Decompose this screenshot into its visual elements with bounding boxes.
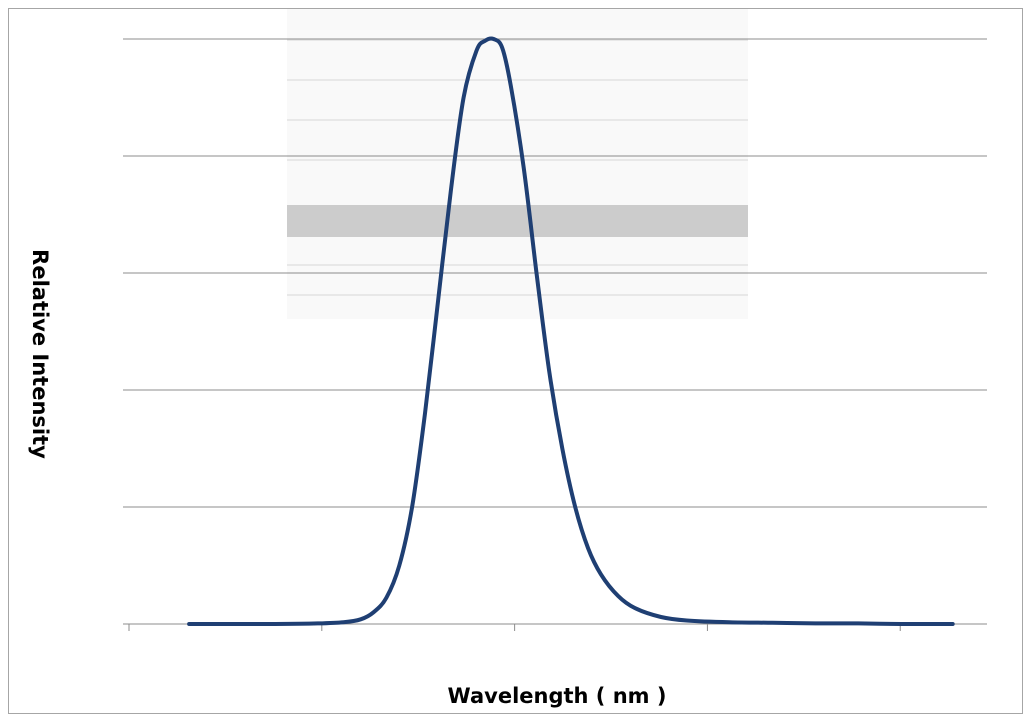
y-axis-title: Relative Intensity bbox=[28, 249, 52, 459]
gridlines bbox=[123, 38, 987, 508]
series-layer bbox=[187, 36, 955, 626]
chart-frame: Relative Intensity Wavelength ( nm ) bbox=[8, 8, 1023, 714]
x-axis-title: Wavelength ( nm ) bbox=[448, 684, 667, 708]
watermark-overlay bbox=[287, 9, 748, 319]
line-chart: Relative Intensity Wavelength ( nm ) bbox=[28, 9, 987, 708]
series-line-0 bbox=[187, 36, 955, 626]
